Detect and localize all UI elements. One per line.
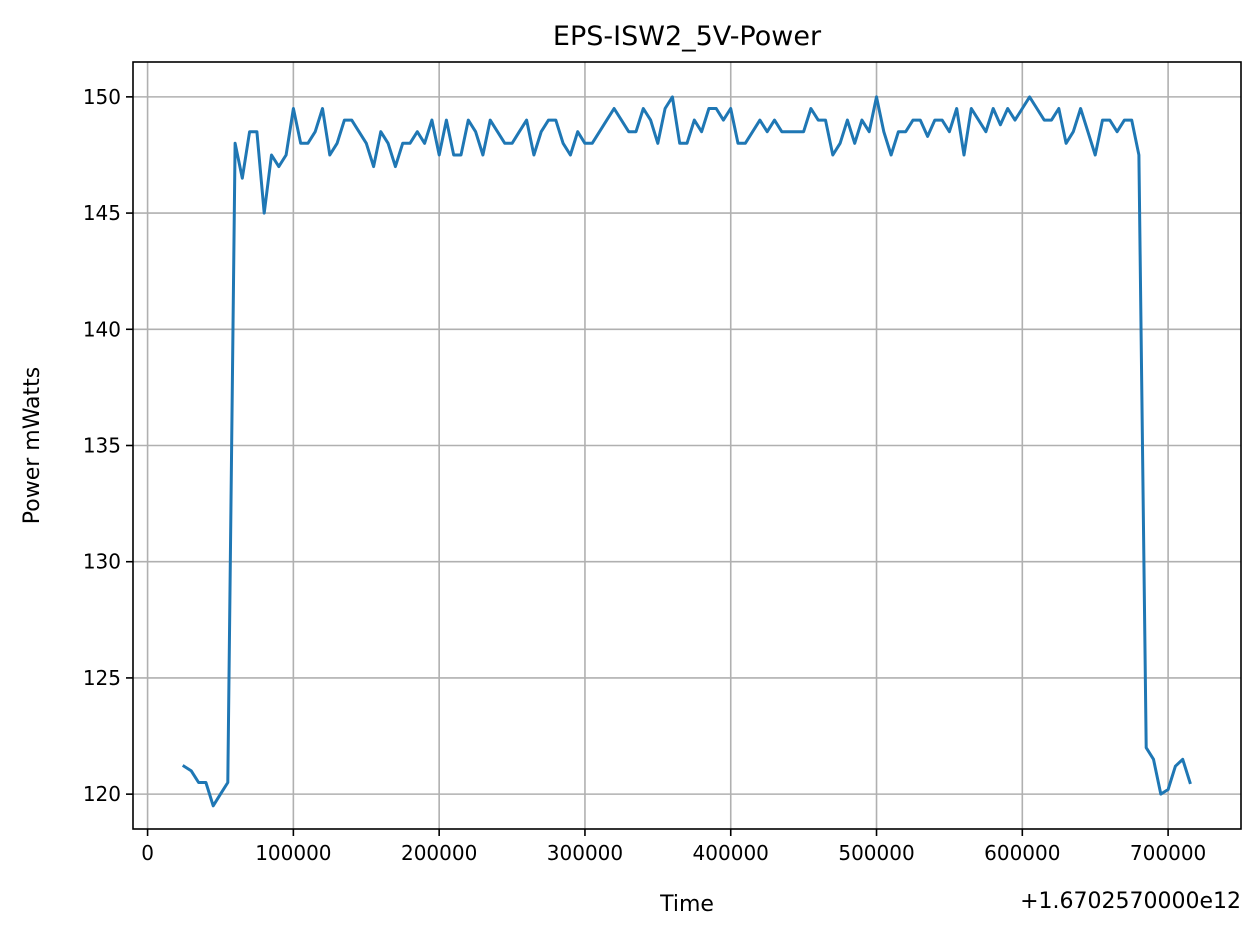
y-tick-label: 135 (83, 434, 121, 458)
series-layer (181, 95, 1192, 808)
series-line (181, 95, 1192, 808)
x-tick-label: 400000 (693, 841, 769, 865)
gridlines (133, 62, 1241, 829)
y-tick-label: 125 (83, 666, 121, 690)
y-axis-label: Power mWatts (20, 367, 45, 524)
y-tick-label: 145 (83, 201, 121, 225)
x-tick-label: 600000 (984, 841, 1060, 865)
y-tick-label: 120 (83, 782, 121, 806)
axis-ticks: 0 100000 200000 300000 400000 500000 600000 700… (83, 85, 1206, 865)
x-axis-offset-label: +1.6702570000e12 (1020, 889, 1241, 914)
x-axis-label: Time (659, 892, 714, 917)
x-tick-label: 100000 (255, 841, 331, 865)
x-tick-label: 700000 (1130, 841, 1206, 865)
x-tick-label: 0 (141, 841, 154, 865)
y-tick-label: 140 (83, 317, 121, 341)
y-tick-label: 150 (83, 85, 121, 109)
plot-frame (132, 61, 1242, 830)
x-tick-label: 200000 (401, 841, 477, 865)
y-tick-label: 130 (83, 550, 121, 574)
x-tick-label: 500000 (838, 841, 914, 865)
x-tick-label: 300000 (547, 841, 623, 865)
chart-title: EPS-ISW2_5V-Power (553, 21, 822, 52)
